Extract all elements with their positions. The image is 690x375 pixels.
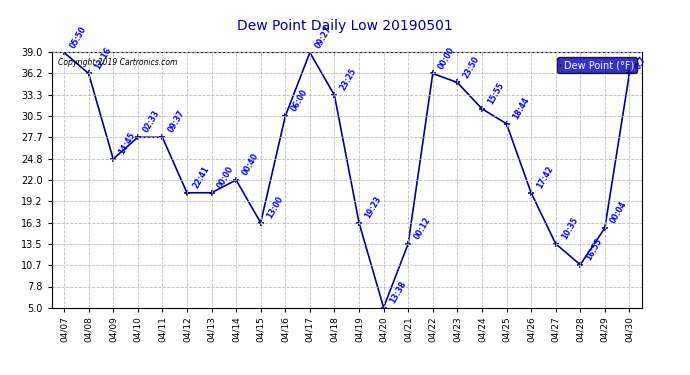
Text: 12:16: 12:16 [92, 45, 112, 71]
Text: 23:25: 23:25 [339, 67, 358, 93]
Text: 10:35: 10:35 [560, 216, 580, 241]
Text: 19:23: 19:23 [363, 195, 383, 220]
Text: 17:42: 17:42 [535, 165, 555, 190]
Text: 22:41: 22:41 [191, 165, 211, 190]
Text: Copyright 2019 Cartronics.com: Copyright 2019 Cartronics.com [58, 58, 177, 67]
Text: 23:50: 23:50 [462, 54, 482, 80]
Text: 15:55: 15:55 [486, 81, 506, 106]
Text: 00:00: 00:00 [216, 165, 235, 190]
Text: 16:55: 16:55 [584, 237, 604, 262]
Text: 05:50: 05:50 [68, 24, 88, 50]
Text: 13:38: 13:38 [388, 279, 408, 305]
Text: 00:00: 00:00 [437, 45, 457, 71]
Legend: Dew Point (°F): Dew Point (°F) [557, 57, 637, 73]
Text: 02:33: 02:33 [142, 109, 162, 135]
Text: 09:27: 09:27 [314, 24, 334, 50]
Text: 13:00: 13:00 [265, 195, 285, 220]
Text: 09:37: 09:37 [166, 109, 186, 135]
Text: 18:44: 18:44 [511, 96, 531, 121]
Text: 00:04: 00:04 [609, 200, 629, 225]
Text: 14:45: 14:45 [117, 131, 137, 156]
Text: 0:7: 0:7 [633, 54, 648, 71]
Text: Dew Point Daily Low 20190501: Dew Point Daily Low 20190501 [237, 19, 453, 33]
Text: 00:12: 00:12 [413, 216, 432, 241]
Text: 00:40: 00:40 [240, 152, 260, 177]
Text: 06:00: 06:00 [289, 88, 309, 114]
